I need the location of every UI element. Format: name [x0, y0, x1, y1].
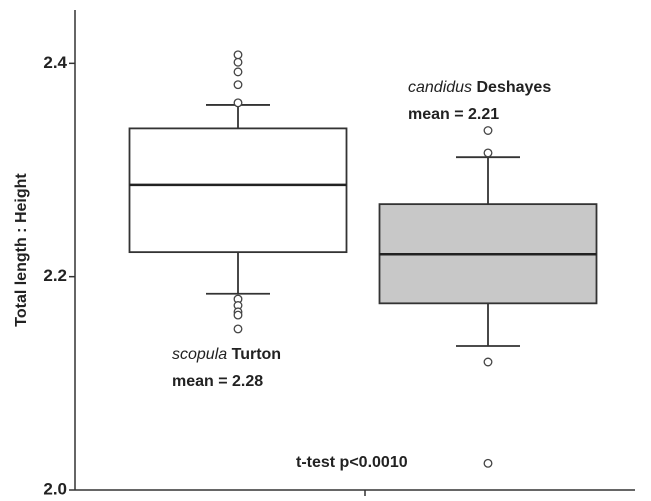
outlier [483, 148, 493, 158]
y-axis-label: Total length : Height [13, 173, 30, 327]
series-label: candidus Deshayes [408, 79, 551, 96]
mean-label: mean = 2.21 [408, 106, 499, 123]
outlier [483, 458, 493, 468]
outlier [483, 357, 493, 367]
outlier [233, 310, 243, 320]
y-tick-label: 2.4 [43, 53, 67, 72]
outlier [233, 50, 243, 60]
outlier [233, 57, 243, 67]
mean-label: mean = 2.28 [172, 373, 263, 390]
outlier [233, 98, 243, 108]
series-label-rest: Turton [232, 346, 281, 363]
box [128, 127, 348, 254]
series-label-italic: candidus [408, 79, 472, 96]
series-label: scopula Turton [172, 346, 281, 363]
outlier [483, 126, 493, 135]
outlier [233, 80, 243, 90]
series-label-italic: scopula [172, 346, 227, 363]
y-tick-label: 2.2 [43, 266, 67, 285]
y-tick-label: 2.0 [43, 479, 67, 498]
outlier [233, 67, 243, 77]
outlier [233, 324, 243, 334]
series-label-rest: Deshayes [477, 79, 552, 96]
annotation: t-test p<0.0010 [296, 454, 408, 471]
